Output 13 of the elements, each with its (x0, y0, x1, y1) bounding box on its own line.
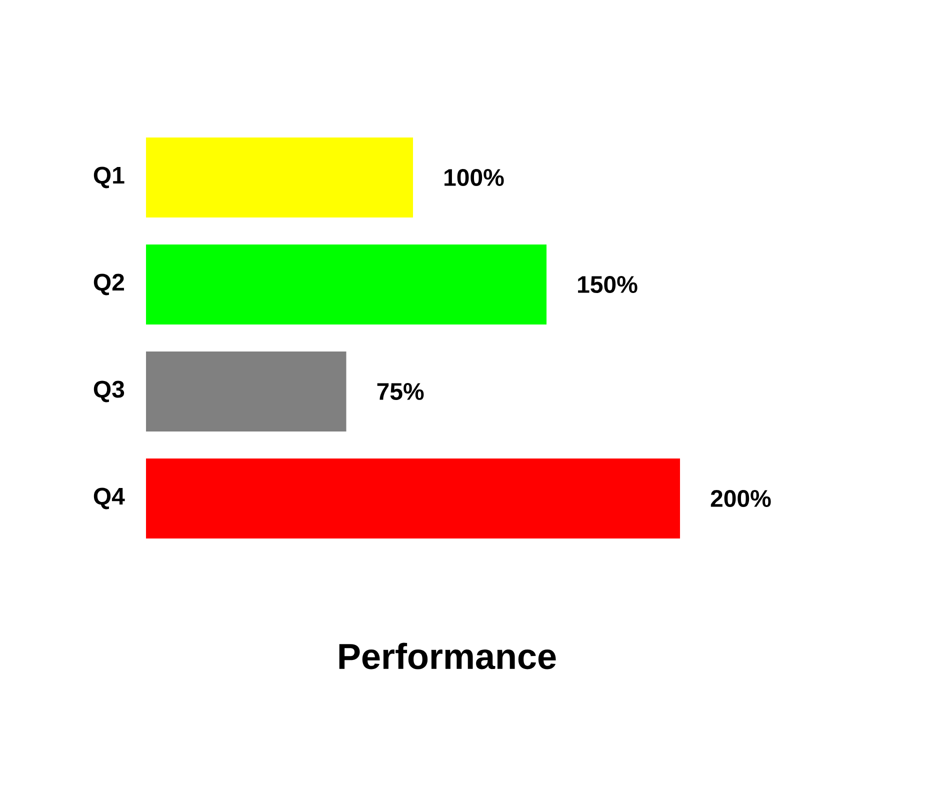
data-label: 100% (444, 168, 504, 186)
y-tick-label: Q1 (94, 166, 124, 188)
y-tick-label: Q4 (94, 488, 125, 510)
bar (146, 138, 414, 218)
bar (146, 352, 346, 432)
data-label: 75% (377, 383, 424, 400)
data-label: 150% (578, 276, 638, 293)
y-tick-label: Q2 (94, 274, 124, 296)
bar (146, 458, 680, 538)
data-label: 200% (710, 490, 771, 507)
text: Performance (339, 642, 556, 670)
y-tick-label: Q3 (94, 380, 124, 402)
bar (146, 244, 547, 325)
